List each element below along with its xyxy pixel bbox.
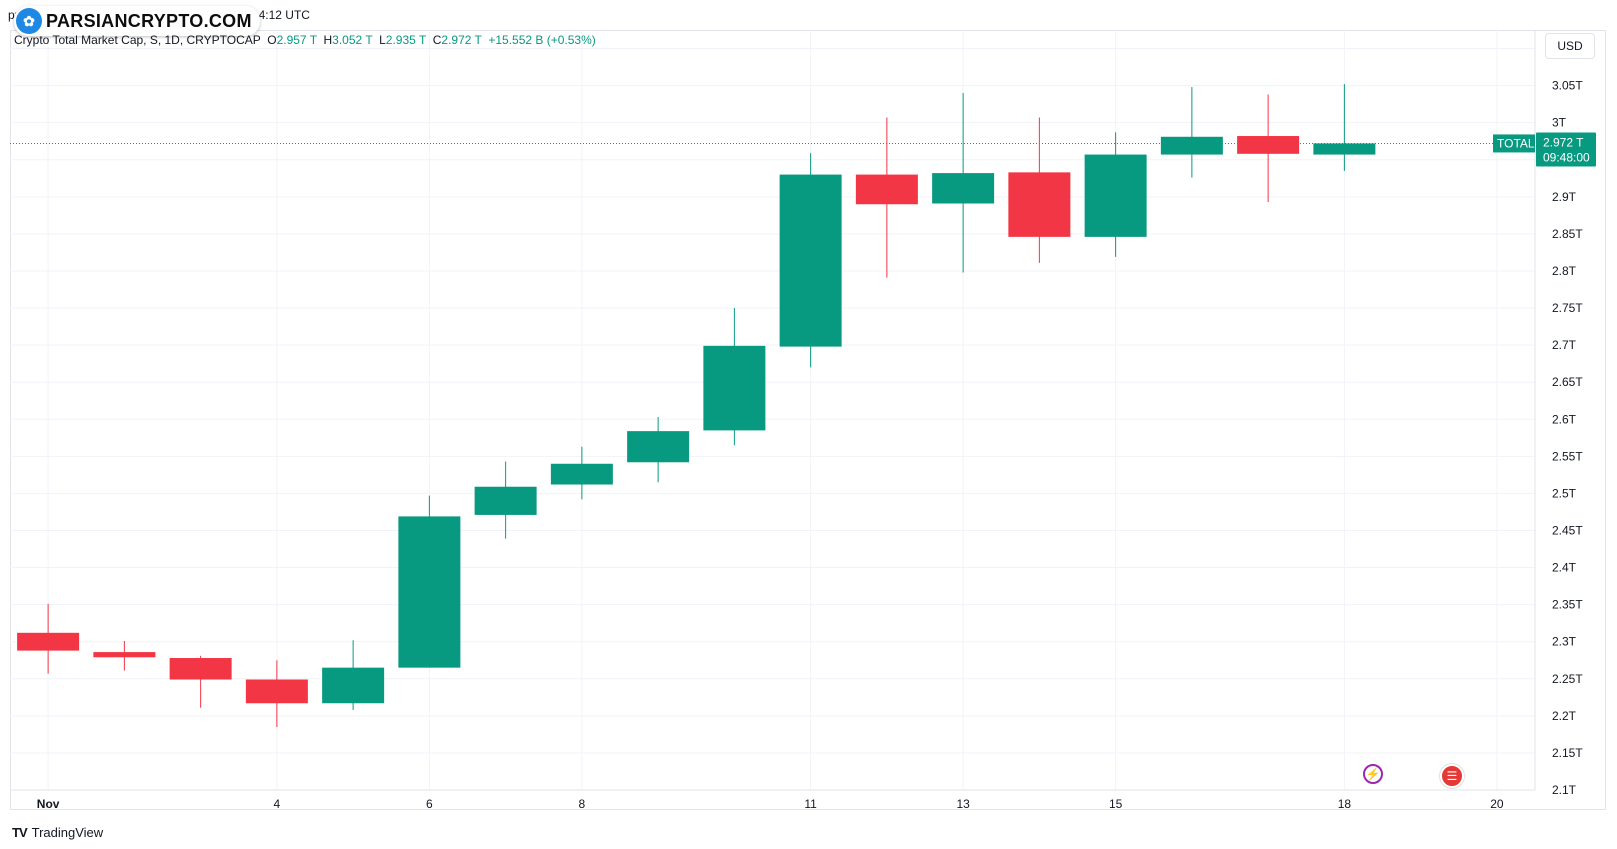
candle-body — [1084, 154, 1147, 237]
y-tick-label: 2.65T — [1552, 375, 1583, 389]
y-tick-label: 2.7T — [1552, 338, 1577, 352]
last-price-tag — [1536, 132, 1596, 167]
y-tick-label: 2.4T — [1552, 561, 1577, 575]
currency-button[interactable]: USD — [1545, 33, 1595, 59]
symbol-tag — [1493, 134, 1535, 153]
y-tick-label: 2.45T — [1552, 523, 1583, 537]
y-tick-label: 2.75T — [1552, 301, 1583, 315]
candle-body — [245, 679, 308, 704]
candle-body — [1160, 136, 1223, 155]
y-tick-label: 2.35T — [1552, 598, 1583, 612]
symbol-label[interactable]: Crypto Total Market Cap, S, 1D, CRYPTOCA… — [14, 33, 261, 47]
x-tick-label: Nov — [37, 797, 60, 811]
candle-body — [550, 463, 613, 485]
candle-body — [17, 632, 80, 651]
chart-frame — [10, 30, 1606, 810]
last-price-value: 2.972 T — [1543, 135, 1584, 149]
tradingview-logo-icon: TV — [12, 825, 28, 840]
candle-body — [703, 345, 766, 431]
high-value: 3.052 T — [332, 33, 373, 47]
site-logo: ✿ PARSIANCRYPTO.COM — [14, 6, 260, 36]
x-tick-label: 8 — [579, 797, 586, 811]
candle-body — [1313, 143, 1376, 155]
tradingview-brand[interactable]: TV TradingView — [12, 825, 103, 840]
x-tick-label: 20 — [1490, 797, 1504, 811]
close-label: C — [432, 33, 442, 47]
low-label: L — [379, 33, 386, 47]
y-tick-label: 2.25T — [1552, 672, 1583, 686]
x-tick-label: 4 — [274, 797, 281, 811]
y-tick-label: 2.8T — [1552, 264, 1577, 278]
y-tick-label: 3T — [1552, 116, 1567, 130]
x-tick-label: 6 — [426, 797, 433, 811]
x-tick-label: 13 — [956, 797, 970, 811]
ohlc-legend: Crypto Total Market Cap, S, 1D, CRYPTOCA… — [14, 33, 596, 47]
candle-body — [1237, 136, 1300, 154]
y-tick-label: 3.05T — [1552, 79, 1583, 93]
y-tick-label: 2.9T — [1552, 190, 1577, 204]
logo-text: PARSIANCRYPTO.COM — [46, 10, 252, 31]
y-tick-label: 2.1T — [1552, 783, 1577, 797]
candle-body — [932, 173, 995, 204]
candle-body — [855, 174, 918, 205]
brand-name: TradingView — [31, 825, 104, 840]
candle-body — [322, 667, 385, 704]
us-flag-icon[interactable]: ☰ — [1440, 764, 1464, 788]
y-tick-label: 2.3T — [1552, 635, 1577, 649]
y-tick-label: 2.15T — [1552, 746, 1583, 760]
candle-body — [398, 516, 461, 668]
change-value: +15.552 B (+0.53%) — [488, 33, 596, 47]
y-tick-label: 2.2T — [1552, 709, 1577, 723]
candle-body — [169, 658, 232, 680]
candle-body — [1008, 172, 1071, 237]
candle-body — [627, 431, 690, 463]
candle-body — [93, 652, 156, 658]
x-tick-label: 11 — [804, 797, 817, 811]
y-tick-label: 2.6T — [1552, 412, 1577, 426]
open-value: 2.957 T — [276, 33, 317, 47]
candle-body — [474, 486, 537, 515]
x-tick-label: 15 — [1109, 797, 1123, 811]
symbol-tag-label: TOTAL — [1497, 136, 1535, 150]
lightning-icon[interactable]: ⚡ — [1363, 764, 1383, 784]
y-tick-label: 2.85T — [1552, 227, 1583, 241]
candle-body — [779, 174, 842, 347]
high-label: H — [323, 33, 333, 47]
y-tick-label: 2.55T — [1552, 449, 1583, 463]
logo-icon: ✿ — [16, 8, 42, 34]
y-tick-label: 2.5T — [1552, 486, 1577, 500]
countdown-value: 09:48:00 — [1543, 150, 1590, 164]
close-value: 2.972 T — [441, 33, 482, 47]
low-value: 2.935 T — [385, 33, 427, 47]
open-label: O — [267, 33, 277, 47]
x-tick-label: 18 — [1338, 797, 1352, 811]
